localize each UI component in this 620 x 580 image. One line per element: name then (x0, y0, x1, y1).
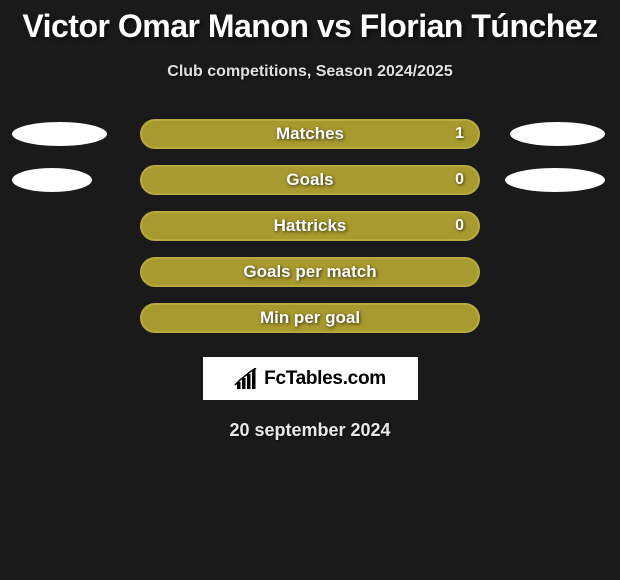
bar-value: 0 (455, 171, 464, 189)
bar-track: Hattricks 0 (140, 211, 480, 241)
stat-row: Goals 0 (0, 157, 620, 203)
stats-bars: Matches 1 Goals 0 Hattricks 0 Goals per match M… (0, 111, 620, 341)
chart-icon (234, 368, 260, 390)
left-ellipse (12, 168, 92, 192)
stat-row: Goals per match (0, 249, 620, 295)
stat-row: Min per goal (0, 295, 620, 341)
bar-label: Matches (276, 124, 344, 144)
page-title: Victor Omar Manon vs Florian Túnchez (0, 0, 620, 45)
stat-row: Hattricks 0 (0, 203, 620, 249)
bar-track: Min per goal (140, 303, 480, 333)
right-ellipse (510, 122, 605, 146)
bar-value: 1 (455, 125, 464, 143)
bar-track: Goals per match (140, 257, 480, 287)
bar-label: Hattricks (274, 216, 347, 236)
left-ellipse (12, 122, 107, 146)
bar-value: 0 (455, 217, 464, 235)
bar-track: Goals 0 (140, 165, 480, 195)
logo-box[interactable]: FcTables.com (203, 357, 418, 400)
right-ellipse (505, 168, 605, 192)
subtitle: Club competitions, Season 2024/2025 (0, 63, 620, 81)
bar-track: Matches 1 (140, 119, 480, 149)
bar-label: Goals per match (243, 262, 376, 282)
stat-row: Matches 1 (0, 111, 620, 157)
bar-label: Min per goal (260, 308, 360, 328)
bar-label: Goals (286, 170, 333, 190)
logo-text: FcTables.com (264, 368, 386, 390)
date-text: 20 september 2024 (0, 420, 620, 441)
